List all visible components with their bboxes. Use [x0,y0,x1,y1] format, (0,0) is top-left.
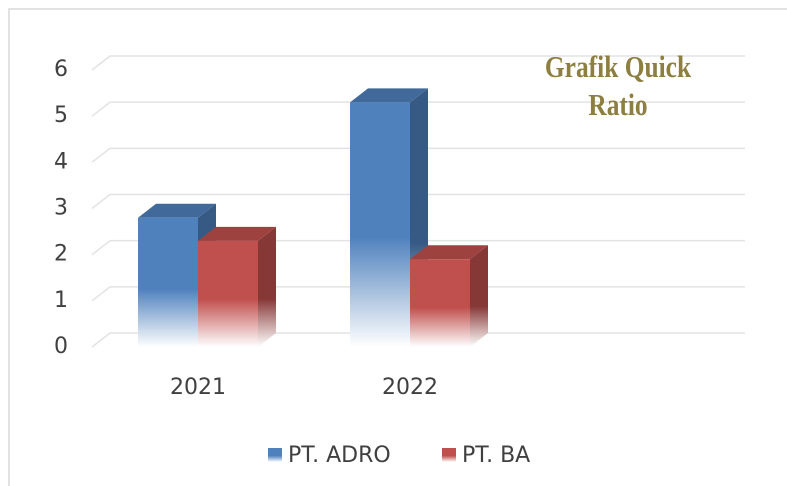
grid-line-depth [91,332,111,348]
bar-side [258,226,276,347]
legend-label: PT. ADRO [288,443,391,468]
grid-line-depth [91,193,111,210]
chart-border [8,8,787,486]
bar [410,259,470,347]
grid-line-depth [91,147,111,163]
x-tick-label: 2021 [170,375,226,400]
y-tick-label: 6 [54,57,68,82]
grid-line-depth [91,55,111,71]
y-tick-label: 2 [54,242,68,267]
bar [350,102,410,347]
bar-top [198,226,276,241]
bar-top [410,245,488,260]
y-tick-label: 1 [54,288,68,313]
bar-side [470,245,488,347]
y-tick-label: 5 [54,103,68,128]
legend-label: PT. BA [462,443,530,468]
y-tick-label: 3 [54,196,68,221]
grid-line-depth [91,101,111,117]
legend-swatch [268,448,282,462]
grid-line-depth [91,240,111,256]
y-tick-label: 4 [54,149,68,174]
legend-swatch [442,448,456,462]
bar-top [138,203,216,218]
y-tick-label: 0 [54,334,68,359]
x-tick-label: 2022 [382,375,438,400]
bar-top [350,88,428,103]
bar [198,240,258,347]
bar [138,217,198,347]
chart-title: Grafik Quick Ratio [544,49,692,122]
grid-line-depth [91,286,111,302]
